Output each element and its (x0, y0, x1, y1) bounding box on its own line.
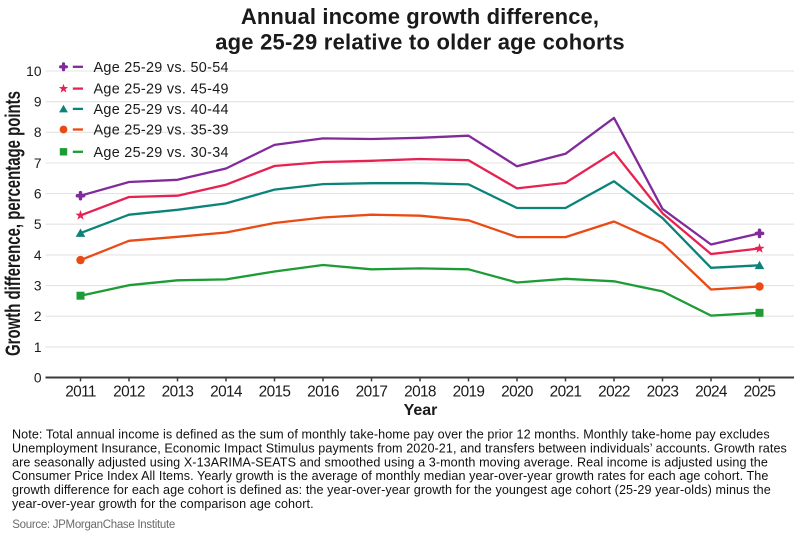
svg-text:9: 9 (34, 95, 42, 110)
svg-text:year-over-year growth for the: year-over-year growth for the comparison… (12, 497, 314, 511)
svg-text:2: 2 (34, 309, 42, 324)
svg-text:Growth difference, percentage: Growth difference, percentage points (2, 91, 25, 356)
svg-text:8: 8 (34, 125, 42, 140)
svg-text:Annual income growth differenc: Annual income growth difference, (241, 4, 599, 29)
svg-text:2015: 2015 (259, 384, 291, 401)
svg-text:age 25-29 relative to older ag: age 25-29 relative to older age cohorts (215, 30, 625, 55)
svg-text:Age 25-29 vs. 45-49: Age 25-29 vs. 45-49 (94, 82, 229, 98)
svg-text:5: 5 (34, 217, 42, 232)
svg-text:2016: 2016 (307, 384, 339, 401)
svg-text:7: 7 (34, 156, 42, 171)
svg-text:2014: 2014 (210, 384, 243, 401)
svg-text:2013: 2013 (162, 384, 194, 401)
svg-text:Source: JPMorganChase Institut: Source: JPMorganChase Institute (12, 519, 175, 531)
svg-text:Age 25-29 vs. 30-34: Age 25-29 vs. 30-34 (94, 145, 229, 161)
svg-text:growth difference for each age: growth difference for each age cohort is… (12, 483, 771, 497)
svg-text:Unemployment Insurance, Econom: Unemployment Insurance, Economic Impact … (12, 441, 787, 455)
svg-text:Year: Year (404, 402, 438, 419)
svg-text:Age 25-29 vs. 50-54: Age 25-29 vs. 50-54 (94, 60, 229, 76)
svg-text:0: 0 (34, 370, 42, 385)
svg-text:2011: 2011 (65, 384, 96, 401)
svg-text:2025: 2025 (744, 384, 776, 401)
svg-text:2012: 2012 (113, 384, 145, 401)
svg-text:4: 4 (34, 248, 42, 263)
svg-text:1: 1 (34, 340, 42, 355)
svg-text:Note: Total annual income is d: Note: Total annual income is defined as … (12, 428, 770, 442)
svg-text:Consumer Price Index All Items: Consumer Price Index All Items. Yearly g… (12, 469, 768, 483)
svg-text:2017: 2017 (356, 384, 388, 401)
svg-text:are seasonally adjusted using: are seasonally adjusted using X-13ARIMA-… (12, 455, 768, 469)
svg-text:6: 6 (34, 187, 42, 202)
svg-text:2022: 2022 (598, 384, 630, 401)
svg-text:2023: 2023 (647, 384, 679, 401)
svg-text:2020: 2020 (501, 384, 533, 401)
svg-text:10: 10 (26, 64, 42, 79)
svg-text:2018: 2018 (404, 384, 436, 401)
svg-text:Age 25-29 vs. 40-44: Age 25-29 vs. 40-44 (94, 102, 229, 118)
svg-text:2019: 2019 (453, 384, 485, 401)
svg-text:2024: 2024 (695, 384, 728, 401)
svg-text:2021: 2021 (550, 384, 582, 401)
svg-text:Age 25-29 vs. 35-39: Age 25-29 vs. 35-39 (94, 123, 229, 139)
svg-text:3: 3 (34, 278, 42, 293)
